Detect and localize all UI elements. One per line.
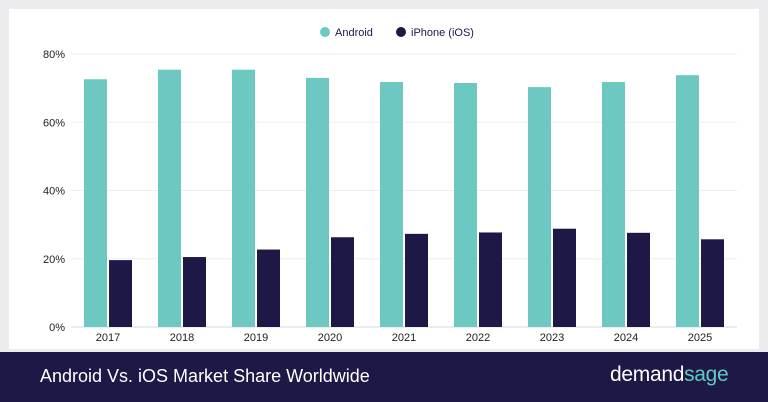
legend-marker xyxy=(396,27,406,37)
brand-primary: demand xyxy=(610,363,685,386)
bar-ios xyxy=(183,257,206,327)
bar-ios xyxy=(479,232,502,327)
y-tick-label: 20% xyxy=(43,254,65,266)
brand-logo: demandsage xyxy=(610,362,729,388)
x-tick-label: 2018 xyxy=(170,332,194,344)
y-tick-label: 80% xyxy=(43,49,65,61)
bar-ios xyxy=(331,237,354,327)
footer-bar: Android Vs. iOS Market Share Worldwide d… xyxy=(0,352,768,402)
legend-label: Android xyxy=(335,27,373,39)
bar-android xyxy=(306,77,329,327)
x-tick-label: 2019 xyxy=(244,332,268,344)
bar-ios xyxy=(627,232,650,327)
bar-android xyxy=(454,83,477,327)
bar-android xyxy=(528,87,551,327)
bar-android xyxy=(380,81,403,327)
bar-android xyxy=(158,69,181,327)
bar-ios xyxy=(405,233,428,327)
y-tick-label: 40% xyxy=(43,186,65,198)
bar-ios xyxy=(257,249,280,327)
bar-ios xyxy=(701,239,724,327)
x-tick-label: 2024 xyxy=(614,332,638,344)
bar-android xyxy=(602,81,625,327)
y-tick-label: 60% xyxy=(43,117,65,129)
bar-ios xyxy=(553,228,576,327)
bar-android xyxy=(232,69,255,327)
x-tick-label: 2020 xyxy=(318,332,342,344)
x-tick-label: 2017 xyxy=(96,332,120,344)
y-tick-label: 0% xyxy=(49,322,65,334)
legend-marker xyxy=(320,27,330,37)
x-tick-label: 2023 xyxy=(540,332,564,344)
bar-ios xyxy=(109,260,132,327)
x-tick-label: 2025 xyxy=(688,332,712,344)
bar-chart: 0% 20% 40% 60% 80% 2017 2018 2019 2020 2021 2022 20… xyxy=(43,27,737,344)
bar-android xyxy=(84,79,107,327)
bar-android xyxy=(676,75,699,327)
x-tick-label: 2021 xyxy=(392,332,416,344)
x-tick-label: 2022 xyxy=(466,332,490,344)
brand-accent: sage xyxy=(684,363,729,386)
legend-label: iPhone (iOS) xyxy=(411,27,474,39)
chart-panel: 0% 20% 40% 60% 80% 2017 2018 2019 2020 2021 2022 20… xyxy=(9,9,759,349)
chart-title: Android Vs. iOS Market Share Worldwide xyxy=(40,366,370,386)
